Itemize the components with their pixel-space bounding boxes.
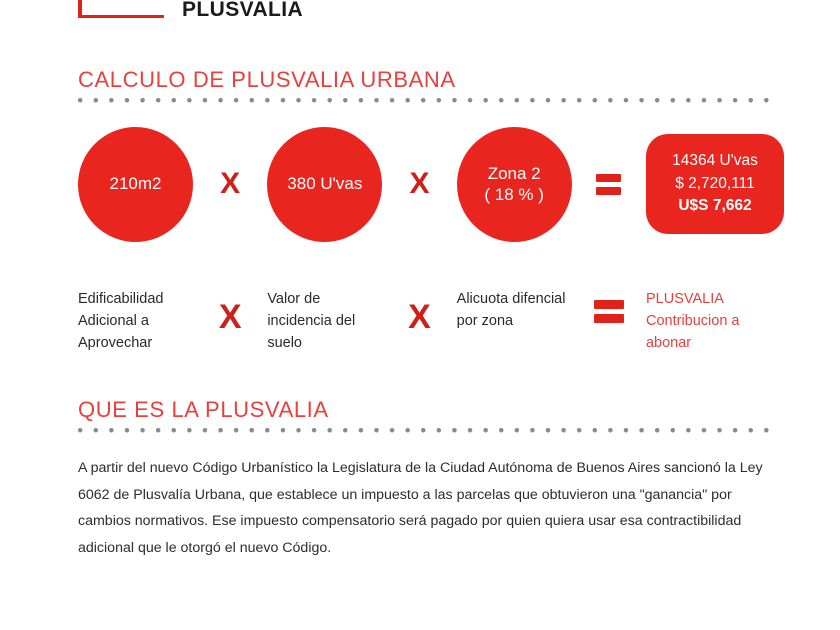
equals-icon [593,300,624,323]
label-operator-multiply-2: X [382,288,456,334]
section-heading-calculo: CALCULO DE PLUSVALIA URBANA [78,67,778,104]
result-dollars: U$S 7,662 [678,197,752,215]
formula-term-3-circle: Zona 2 ( 18 % ) [456,126,572,242]
formula-operator-multiply-1: X [193,127,267,242]
label-term-1: Edificabilidad Adicional a Aprovechar [78,291,164,352]
equals-bar-top [593,300,624,309]
formula-term-3-value-line1: Zona 2 [487,163,541,183]
formula-term-3-value-line2: ( 18 % ) [484,185,544,204]
label-operator-equals [572,288,646,323]
dotted-divider-calculo [78,98,778,104]
multiply-icon: X [220,167,241,200]
multiply-icon: X [409,167,430,200]
formula-operator-equals [572,127,646,242]
dotted-divider-quees [78,428,778,434]
formula-row: 210m2 X 380 U'vas X Zona 2 ( 18 % ) 1436… [78,120,784,248]
equals-bar-top [596,173,622,182]
equals-icon [596,173,622,195]
brand-name: PLUSVALIA [182,0,304,21]
multiply-icon: X [408,298,431,336]
formula-term-1-circle: 210m2 [78,126,193,242]
result-pesos: $ 2,720,111 [675,174,755,192]
logo-vertical-stroke [78,0,82,18]
result-uvas: 14364 U'vas [672,152,758,170]
multiply-icon: X [218,298,242,336]
label-operator-multiply-1: X [193,288,267,334]
formula-term-2-circle: 380 U'vas [267,126,383,242]
formula-term-2-value: 380 U'vas [287,174,363,194]
formula-label-row: Edificabilidad Adicional a Aprovechar X … [78,288,784,368]
formula-term-1-value: 210m2 [109,174,162,194]
equals-bar-bottom [596,186,622,195]
equals-bar-bottom [593,314,624,323]
body-paragraph: A partir del nuevo Código Urbanístico la… [78,460,763,556]
label-term-3: Alicuota difencial por zona [456,291,566,330]
corner-bracket-logo-icon [78,0,164,22]
section-title-quees: QUE ES LA PLUSVALIA [78,397,329,422]
brand-logo: PLUSVALIA [78,0,303,22]
formula-result-box: 14364 U'vas $ 2,720,111 U$S 7,662 [645,134,784,234]
section-title-calculo: CALCULO DE PLUSVALIA URBANA [78,67,456,92]
label-result: PLUSVALIA Contribucion a abonar [645,291,740,352]
formula-operator-multiply-2: X [382,127,456,242]
label-term-2: Valor de incidencia del suelo [267,291,356,352]
section-heading-quees: QUE ES LA PLUSVALIA [78,397,778,434]
logo-horizontal-stroke [78,15,164,18]
